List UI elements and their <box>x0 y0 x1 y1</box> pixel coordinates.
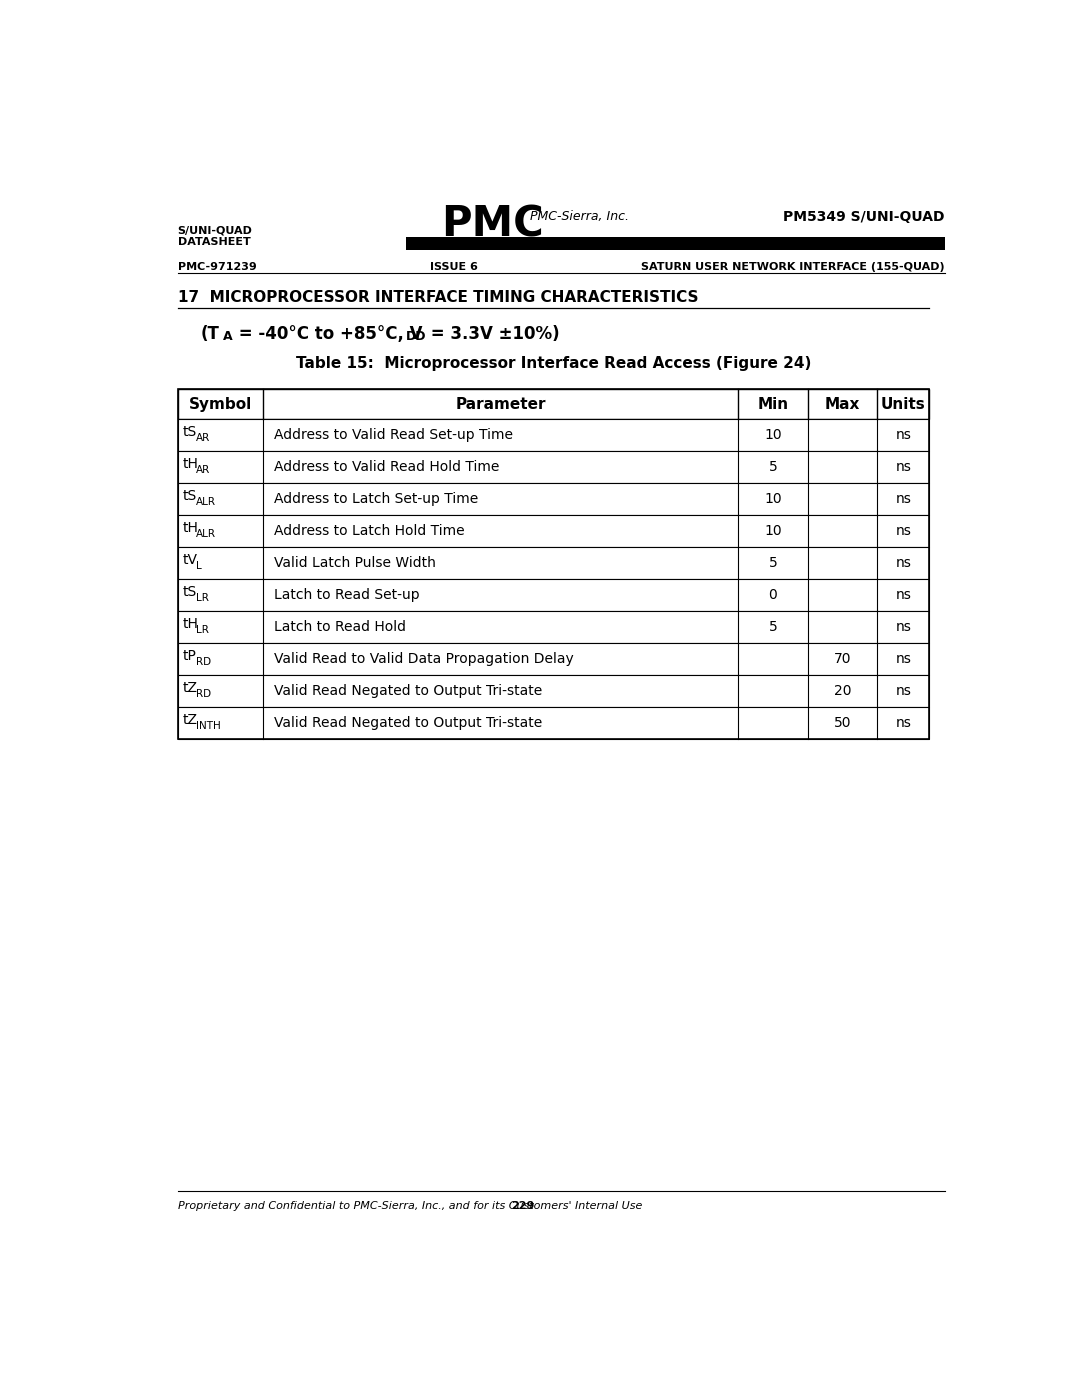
Text: Valid Read to Valid Data Propagation Delay: Valid Read to Valid Data Propagation Del… <box>273 652 573 666</box>
Text: LR: LR <box>195 594 208 604</box>
Text: = 3.3V ±10%): = 3.3V ±10%) <box>424 324 559 342</box>
Text: 0: 0 <box>769 588 778 602</box>
Text: Latch to Read Hold: Latch to Read Hold <box>273 620 406 634</box>
Text: tV: tV <box>183 553 198 567</box>
Bar <box>177 643 930 675</box>
Text: ns: ns <box>895 556 912 570</box>
Text: L: L <box>195 562 202 571</box>
Text: Address to Latch Set-up Time: Address to Latch Set-up Time <box>273 492 478 506</box>
Bar <box>177 548 930 580</box>
Text: tZ: tZ <box>183 712 198 726</box>
Text: 10: 10 <box>764 492 782 506</box>
Text: 50: 50 <box>834 717 851 731</box>
Text: ALR: ALR <box>195 529 216 539</box>
Text: tS: tS <box>183 489 198 503</box>
Text: ALR: ALR <box>195 497 216 507</box>
Bar <box>177 388 930 419</box>
Text: INTH: INTH <box>195 721 220 731</box>
Text: tS: tS <box>183 425 198 439</box>
Text: 229: 229 <box>511 1201 535 1211</box>
Bar <box>177 388 930 739</box>
Text: Address to Latch Hold Time: Address to Latch Hold Time <box>273 524 464 538</box>
Text: RD: RD <box>195 657 211 668</box>
Text: Address to Valid Read Hold Time: Address to Valid Read Hold Time <box>273 461 499 475</box>
Text: 70: 70 <box>834 652 851 666</box>
Text: LR: LR <box>195 626 208 636</box>
Text: Table 15:  Microprocessor Interface Read Access (Figure 24): Table 15: Microprocessor Interface Read … <box>296 356 811 372</box>
Text: Valid Read Negated to Output Tri-state: Valid Read Negated to Output Tri-state <box>273 685 542 698</box>
Text: DATASHEET: DATASHEET <box>177 237 251 247</box>
Text: ns: ns <box>895 652 912 666</box>
Bar <box>177 707 930 739</box>
Text: tH: tH <box>183 457 199 471</box>
Text: ns: ns <box>895 429 912 443</box>
Text: PM5349 S/UNI-QUAD: PM5349 S/UNI-QUAD <box>783 210 945 224</box>
Text: Parameter: Parameter <box>455 397 545 412</box>
Bar <box>177 483 930 515</box>
Text: S/UNI-QUAD: S/UNI-QUAD <box>177 225 253 235</box>
Text: 20: 20 <box>834 685 851 698</box>
Bar <box>406 237 945 250</box>
Text: AR: AR <box>195 465 211 475</box>
Text: DD: DD <box>406 330 427 344</box>
Text: RD: RD <box>195 689 211 698</box>
Text: PMC-971239: PMC-971239 <box>177 261 256 271</box>
Text: Valid Read Negated to Output Tri-state: Valid Read Negated to Output Tri-state <box>273 717 542 731</box>
Text: tP: tP <box>183 650 197 664</box>
Bar <box>177 515 930 548</box>
Text: ns: ns <box>895 588 912 602</box>
Text: Max: Max <box>825 397 861 412</box>
Text: PMC-Sierra, Inc.: PMC-Sierra, Inc. <box>530 210 630 224</box>
Bar <box>177 451 930 483</box>
Text: ns: ns <box>895 717 912 731</box>
Text: ns: ns <box>895 492 912 506</box>
Text: Valid Latch Pulse Width: Valid Latch Pulse Width <box>273 556 435 570</box>
Text: Units: Units <box>881 397 926 412</box>
Text: Symbol: Symbol <box>189 397 252 412</box>
Bar <box>177 610 930 643</box>
Bar <box>177 580 930 610</box>
Text: ns: ns <box>895 461 912 475</box>
Text: tS: tS <box>183 585 198 599</box>
Text: 10: 10 <box>764 429 782 443</box>
Text: 5: 5 <box>769 556 778 570</box>
Text: ns: ns <box>895 685 912 698</box>
Text: tZ: tZ <box>183 680 198 694</box>
Text: = -40°C to +85°C, V: = -40°C to +85°C, V <box>232 324 422 342</box>
Text: 5: 5 <box>769 620 778 634</box>
Text: ns: ns <box>895 524 912 538</box>
Text: Min: Min <box>757 397 788 412</box>
Text: 5: 5 <box>769 461 778 475</box>
Text: ISSUE 6: ISSUE 6 <box>430 261 477 271</box>
Text: Address to Valid Read Set-up Time: Address to Valid Read Set-up Time <box>273 429 513 443</box>
Text: SATURN USER NETWORK INTERFACE (155-QUAD): SATURN USER NETWORK INTERFACE (155-QUAD) <box>642 261 945 271</box>
Text: PMC: PMC <box>441 204 544 246</box>
Text: AR: AR <box>195 433 211 443</box>
Text: tH: tH <box>183 617 199 631</box>
Text: 17  MICROPROCESSOR INTERFACE TIMING CHARACTERISTICS: 17 MICROPROCESSOR INTERFACE TIMING CHARA… <box>177 291 698 305</box>
Text: ns: ns <box>895 620 912 634</box>
Text: A: A <box>224 330 233 344</box>
Text: Proprietary and Confidential to PMC-Sierra, Inc., and for its Customers' Interna: Proprietary and Confidential to PMC-Sier… <box>177 1201 642 1211</box>
Text: Latch to Read Set-up: Latch to Read Set-up <box>273 588 419 602</box>
Text: 10: 10 <box>764 524 782 538</box>
Text: tH: tH <box>183 521 199 535</box>
Text: (T: (T <box>201 324 219 342</box>
Bar <box>177 419 930 451</box>
Bar <box>177 675 930 707</box>
